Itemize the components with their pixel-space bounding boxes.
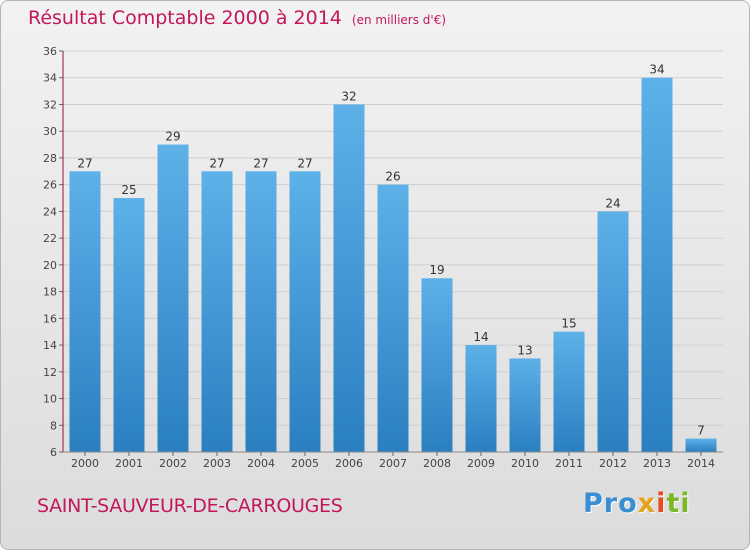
chart-subtitle: (en milliers d'€)	[351, 13, 447, 27]
value-label: 27	[297, 156, 312, 170]
y-tick-label: 8	[50, 419, 57, 432]
logo-part-1: Pro	[583, 488, 638, 519]
x-tick-label: 2007	[379, 457, 407, 470]
bar	[421, 278, 453, 452]
bar	[333, 104, 365, 452]
x-tick-label: 2014	[687, 457, 715, 470]
y-tick-label: 26	[43, 179, 57, 192]
x-tick-label: 2006	[335, 457, 363, 470]
y-tick-label: 22	[43, 232, 57, 245]
value-label: 27	[209, 156, 224, 170]
value-label: 24	[605, 196, 620, 210]
bar	[113, 198, 145, 452]
bar	[69, 171, 101, 453]
value-label: 14	[473, 330, 488, 344]
value-label: 29	[165, 130, 180, 144]
y-tick-label: 18	[43, 286, 57, 299]
x-tick-label: 2012	[599, 457, 627, 470]
x-tick-label: 2002	[159, 457, 187, 470]
bars	[69, 77, 717, 453]
y-tick-label: 28	[43, 152, 57, 165]
y-tick-label: 34	[43, 72, 57, 85]
bar	[157, 144, 189, 453]
value-label: 25	[121, 183, 136, 197]
y-tick-label: 24	[43, 205, 57, 218]
bar	[377, 184, 409, 452]
x-tick-label: 2011	[555, 457, 583, 470]
value-label: 15	[561, 317, 576, 331]
y-tick-label: 6	[50, 446, 57, 459]
y-tick-label: 32	[43, 98, 57, 111]
x-tick-label: 2003	[203, 457, 231, 470]
x-tick-label: 2001	[115, 457, 143, 470]
bar	[201, 171, 233, 453]
chart-title: Résultat Comptable 2000 à 2014 (en millie…	[28, 7, 446, 29]
logo-part-3: i	[656, 488, 667, 519]
bar	[509, 358, 541, 452]
value-label: 7	[697, 424, 705, 438]
x-tick-label: 2010	[511, 457, 539, 470]
x-tick-label: 2005	[291, 457, 319, 470]
place-name: SAINT-SAUVEUR-DE-CARROUGES	[37, 495, 343, 517]
value-labels: 27 25 29 27 27 27 32 26 19 14 13 15 24 34 7	[77, 63, 704, 438]
y-tick-label: 20	[43, 259, 57, 272]
x-tick-label: 2004	[247, 457, 275, 470]
value-label: 27	[253, 156, 268, 170]
chart-title-text: Résultat Comptable 2000 à 2014	[28, 7, 342, 29]
value-label: 26	[385, 170, 400, 184]
x-tick-label: 2000	[71, 457, 99, 470]
y-tick-label: 30	[43, 125, 57, 138]
bar	[465, 345, 497, 452]
bar	[597, 211, 629, 452]
y-tick-label: 16	[43, 312, 57, 325]
x-tick-label: 2009	[467, 457, 495, 470]
value-label: 32	[341, 89, 356, 103]
bar	[553, 331, 585, 452]
bar	[245, 171, 277, 453]
proxiti-logo: Proxiti	[583, 488, 691, 519]
axes: 6 8 10 12 14 16 18 20 22 24 26 28 30 32 34 36 2000 2001 20…	[43, 45, 723, 470]
logo-part-4: ti	[666, 488, 691, 519]
value-label: 27	[77, 156, 92, 170]
y-tick-label: 14	[43, 339, 57, 352]
logo-part-2: x	[637, 488, 657, 519]
bar	[641, 77, 673, 452]
y-tick-label: 10	[43, 393, 57, 406]
value-label: 13	[517, 343, 532, 357]
value-label: 34	[649, 63, 664, 77]
value-label: 19	[429, 263, 444, 277]
y-tick-label: 12	[43, 366, 57, 379]
bar	[685, 438, 717, 452]
bar	[289, 171, 321, 453]
x-tick-label: 2013	[643, 457, 671, 470]
y-tick-label: 36	[43, 45, 57, 58]
x-tick-label: 2008	[423, 457, 451, 470]
